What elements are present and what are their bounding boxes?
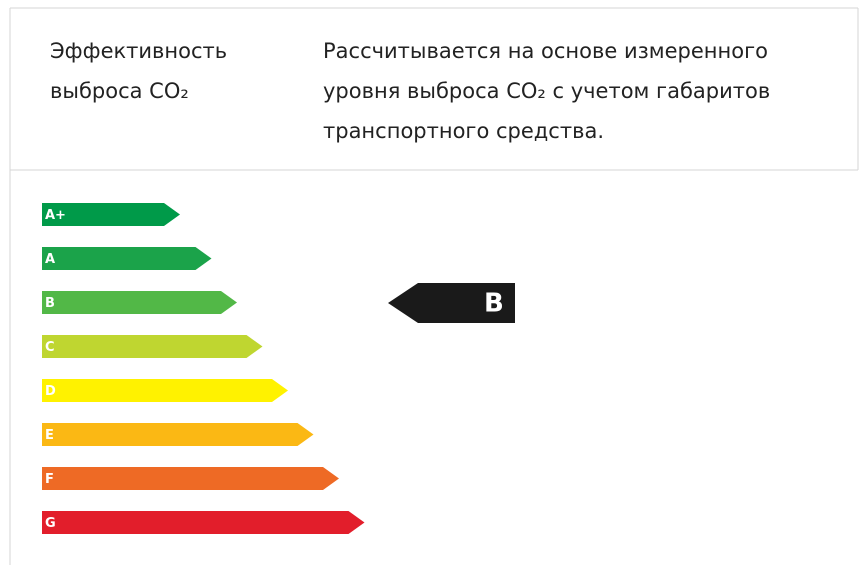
- class-arrow: [42, 379, 288, 402]
- class-label: F: [45, 472, 54, 487]
- class-arrow: [42, 467, 339, 490]
- class-arrow: [42, 423, 314, 446]
- indicator-arrow: [388, 283, 515, 323]
- class-arrow: [42, 203, 180, 226]
- class-label: G: [45, 516, 56, 531]
- class-arrow: [42, 511, 365, 534]
- class-label: C: [45, 340, 55, 355]
- label-line: выброса CO₂: [50, 79, 189, 103]
- class-label: D: [45, 384, 56, 399]
- class-arrow: [42, 291, 237, 314]
- description-line: Рассчитывается на основе измеренного: [323, 39, 768, 63]
- label-line: Эффективность: [50, 39, 227, 63]
- indicator-label: B: [484, 289, 504, 319]
- description-line: транспортного средства.: [323, 119, 604, 143]
- class-arrow: [42, 247, 212, 270]
- class-label: A+: [45, 208, 66, 223]
- class-arrow: [42, 335, 263, 358]
- class-label: A: [45, 252, 55, 267]
- description-line: уровня выброса CO₂ с учетом габаритов: [323, 79, 770, 103]
- class-label: E: [45, 428, 54, 443]
- class-label: B: [45, 296, 55, 311]
